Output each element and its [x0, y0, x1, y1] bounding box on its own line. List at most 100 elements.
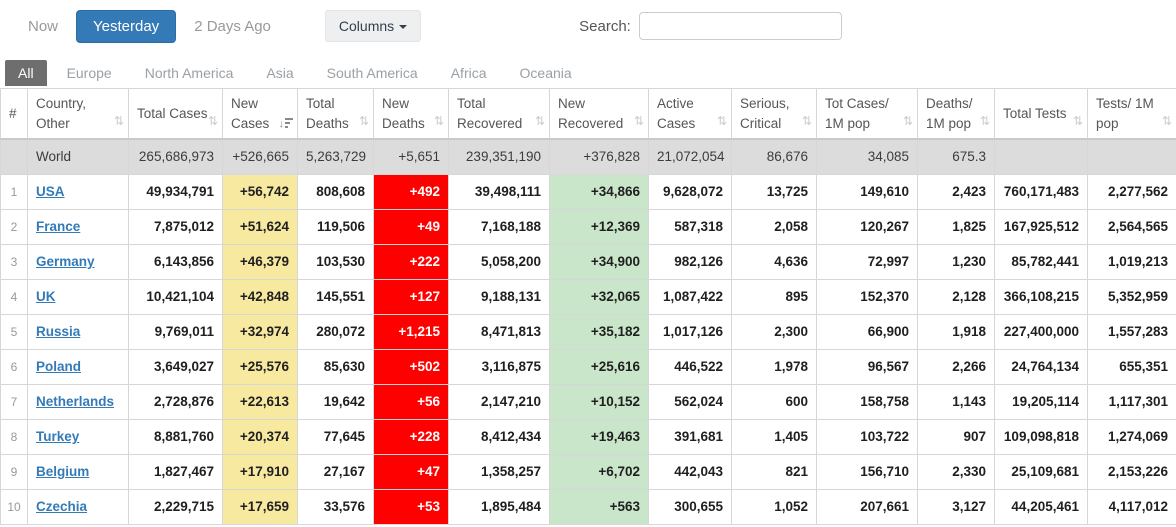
columns-dropdown-button[interactable]: Columns	[324, 10, 422, 42]
column-header-total-recovered[interactable]: Total Recovered ⇅	[448, 88, 550, 141]
column-header-total-deaths[interactable]: Total Deaths ⇅	[297, 88, 374, 141]
cell-new-recovered: +563	[549, 488, 649, 525]
cell-tests-per-1m: 1,274,069	[1087, 418, 1176, 455]
tab-europe[interactable]: Europe	[66, 65, 112, 81]
cell-row-number: 1	[0, 173, 28, 210]
cell-active-cases: 391,681	[648, 418, 732, 455]
table-row-netherlands: 7 Netherlands 2,728,876 +22,613 19,642 +56 2,1…	[0, 383, 1176, 420]
country-link[interactable]: USA	[36, 184, 65, 200]
cell-total-deaths: 119,506	[297, 208, 374, 245]
column-header-label: Active Cases	[657, 96, 696, 131]
column-header-label: Serious, Critical	[740, 96, 790, 131]
cell-serious-critical: 4,636	[731, 243, 817, 280]
cell-new-recovered: +12,369	[549, 208, 649, 245]
sort-icon[interactable]: ⇅	[979, 113, 990, 128]
country-link[interactable]: UK	[36, 289, 56, 305]
country-link[interactable]: Netherlands	[36, 394, 115, 410]
tab-all[interactable]: All	[5, 60, 47, 86]
cell-active-cases: 587,318	[648, 208, 732, 245]
column-header-total-cases[interactable]: Total Cases ⇅	[128, 88, 223, 141]
cell-total-recovered: 8,412,434	[448, 418, 550, 455]
table-row-russia: 5 Russia 9,769,011 +32,974 280,072 +1,215 8,47…	[0, 313, 1176, 350]
tab-oceania[interactable]: Oceania	[519, 65, 572, 81]
cell-tests-per-1m: 5,352,959	[1087, 278, 1176, 315]
column-header-tests-per-1m[interactable]: Tests/ 1M pop ⇅	[1087, 88, 1176, 141]
cell-total-cases: 3,649,027	[128, 348, 223, 385]
search-input[interactable]	[638, 12, 842, 40]
tab-north-america[interactable]: North America	[144, 65, 234, 81]
cell-new-cases: +25,576	[222, 348, 298, 385]
cell-total-tests: 167,925,512	[994, 208, 1088, 245]
two-days-ago-button[interactable]: 2 Days Ago	[194, 17, 271, 35]
cell-row-number: 8	[0, 418, 28, 455]
table-row-france: 2 France 7,875,012 +51,624 119,506 +49 7,168,1…	[0, 208, 1176, 245]
sort-icon[interactable]: ⇅	[207, 113, 218, 128]
country-link[interactable]: Czechia	[36, 499, 88, 515]
cell-tests-per-1m: 1,557,283	[1087, 313, 1176, 350]
now-button[interactable]: Now	[28, 17, 59, 35]
sort-icon[interactable]: ⇅	[633, 113, 644, 128]
country-link[interactable]: Belgium	[36, 464, 90, 480]
cell-country: Germany	[27, 243, 129, 280]
column-header-cases-per-1m[interactable]: Tot Cases/ 1M pop ⇅	[816, 88, 918, 141]
sort-icon[interactable]: ⇅	[1072, 113, 1083, 128]
country-link[interactable]: Russia	[36, 324, 81, 340]
column-header-country[interactable]: Country, Other ⇅	[27, 88, 129, 141]
cell-new-cases: +46,379	[222, 243, 298, 280]
column-header-new-cases[interactable]: New Cases ↓	[222, 88, 298, 141]
cell-total-deaths: 77,645	[297, 418, 374, 455]
cell-deaths-per-1m: 2,423	[917, 173, 995, 210]
cell-country: Turkey	[27, 418, 129, 455]
cell-serious-critical: 2,058	[731, 208, 817, 245]
column-header-total-tests[interactable]: Total Tests ⇅	[994, 88, 1088, 141]
cell-cases-per-1m: 158,758	[816, 383, 918, 420]
cell-total-cases: 2,229,715	[128, 488, 223, 525]
column-header-serious-critical[interactable]: Serious, Critical ⇅	[731, 88, 817, 141]
sort-icon[interactable]: ⇅	[113, 113, 124, 128]
cell-total-tests: 760,171,483	[994, 173, 1088, 210]
cell-active-cases: 446,522	[648, 348, 732, 385]
sort-icon[interactable]: ⇅	[1161, 113, 1172, 128]
column-header-new-recovered[interactable]: New Recovered ⇅	[549, 88, 649, 141]
sort-icon[interactable]: ⇅	[433, 113, 444, 128]
chevron-down-icon	[399, 25, 408, 30]
tab-africa[interactable]: Africa	[450, 65, 487, 81]
cell-active-cases: 982,126	[648, 243, 732, 280]
tab-asia[interactable]: Asia	[266, 65, 294, 81]
column-header-new-deaths[interactable]: New Deaths ⇅	[373, 88, 449, 141]
country-link[interactable]: Poland	[36, 359, 82, 375]
country-link[interactable]: Germany	[36, 254, 95, 270]
sort-icon[interactable]: ⇅	[902, 113, 913, 128]
column-header-deaths-per-1m[interactable]: Deaths/ 1M pop ⇅	[917, 88, 995, 141]
yesterday-button[interactable]: Yesterday	[76, 9, 177, 43]
cell-total-recovered: 5,058,200	[448, 243, 550, 280]
tab-south-america[interactable]: South America	[326, 65, 418, 81]
column-header-active-cases[interactable]: Active Cases ⇅	[648, 88, 732, 141]
header-row: # Country, Other ⇅ Total Cases ⇅ New Cases ↓ To…	[0, 88, 1176, 141]
cell-total-deaths: 27,167	[297, 453, 374, 490]
column-header-label: Tests/ 1M pop	[1096, 96, 1154, 131]
column-header-label: New Deaths	[382, 96, 425, 131]
covid-stats-table: # Country, Other ⇅ Total Cases ⇅ New Cases ↓ To…	[0, 88, 1176, 525]
sort-icon[interactable]: ⇅	[801, 113, 812, 128]
cell-cases-per-1m: 120,267	[816, 208, 918, 245]
cell-deaths-per-1m: 1,918	[917, 313, 995, 350]
sort-desc-active-icon[interactable]: ↓	[279, 118, 293, 130]
toolbar: Now Yesterday 2 Days Ago Columns Search:	[0, 0, 1176, 52]
column-header-label: Total Cases	[137, 105, 208, 121]
sort-icon[interactable]: ⇅	[716, 113, 727, 128]
sort-icon[interactable]: ⇅	[358, 113, 369, 128]
cell-new-recovered: +34,866	[549, 173, 649, 210]
country-link[interactable]: France	[36, 219, 81, 235]
cell-new-deaths: +222	[373, 243, 449, 280]
table-row-poland: 6 Poland 3,649,027 +25,576 85,630 +502 3,116,8…	[0, 348, 1176, 385]
cell-new-cases: +526,665	[222, 138, 298, 175]
cell-cases-per-1m: 156,710	[816, 453, 918, 490]
sort-icon[interactable]: ⇅	[534, 113, 545, 128]
cell-row-number: 5	[0, 313, 28, 350]
country-link[interactable]: Turkey	[36, 429, 80, 445]
world-summary-row: World 265,686,973 +526,665 5,263,729 +5,651 2…	[0, 138, 1176, 175]
cell-active-cases: 300,655	[648, 488, 732, 525]
column-header-label: Tot Cases/ 1M pop	[825, 96, 889, 131]
cell-new-cases: +22,613	[222, 383, 298, 420]
